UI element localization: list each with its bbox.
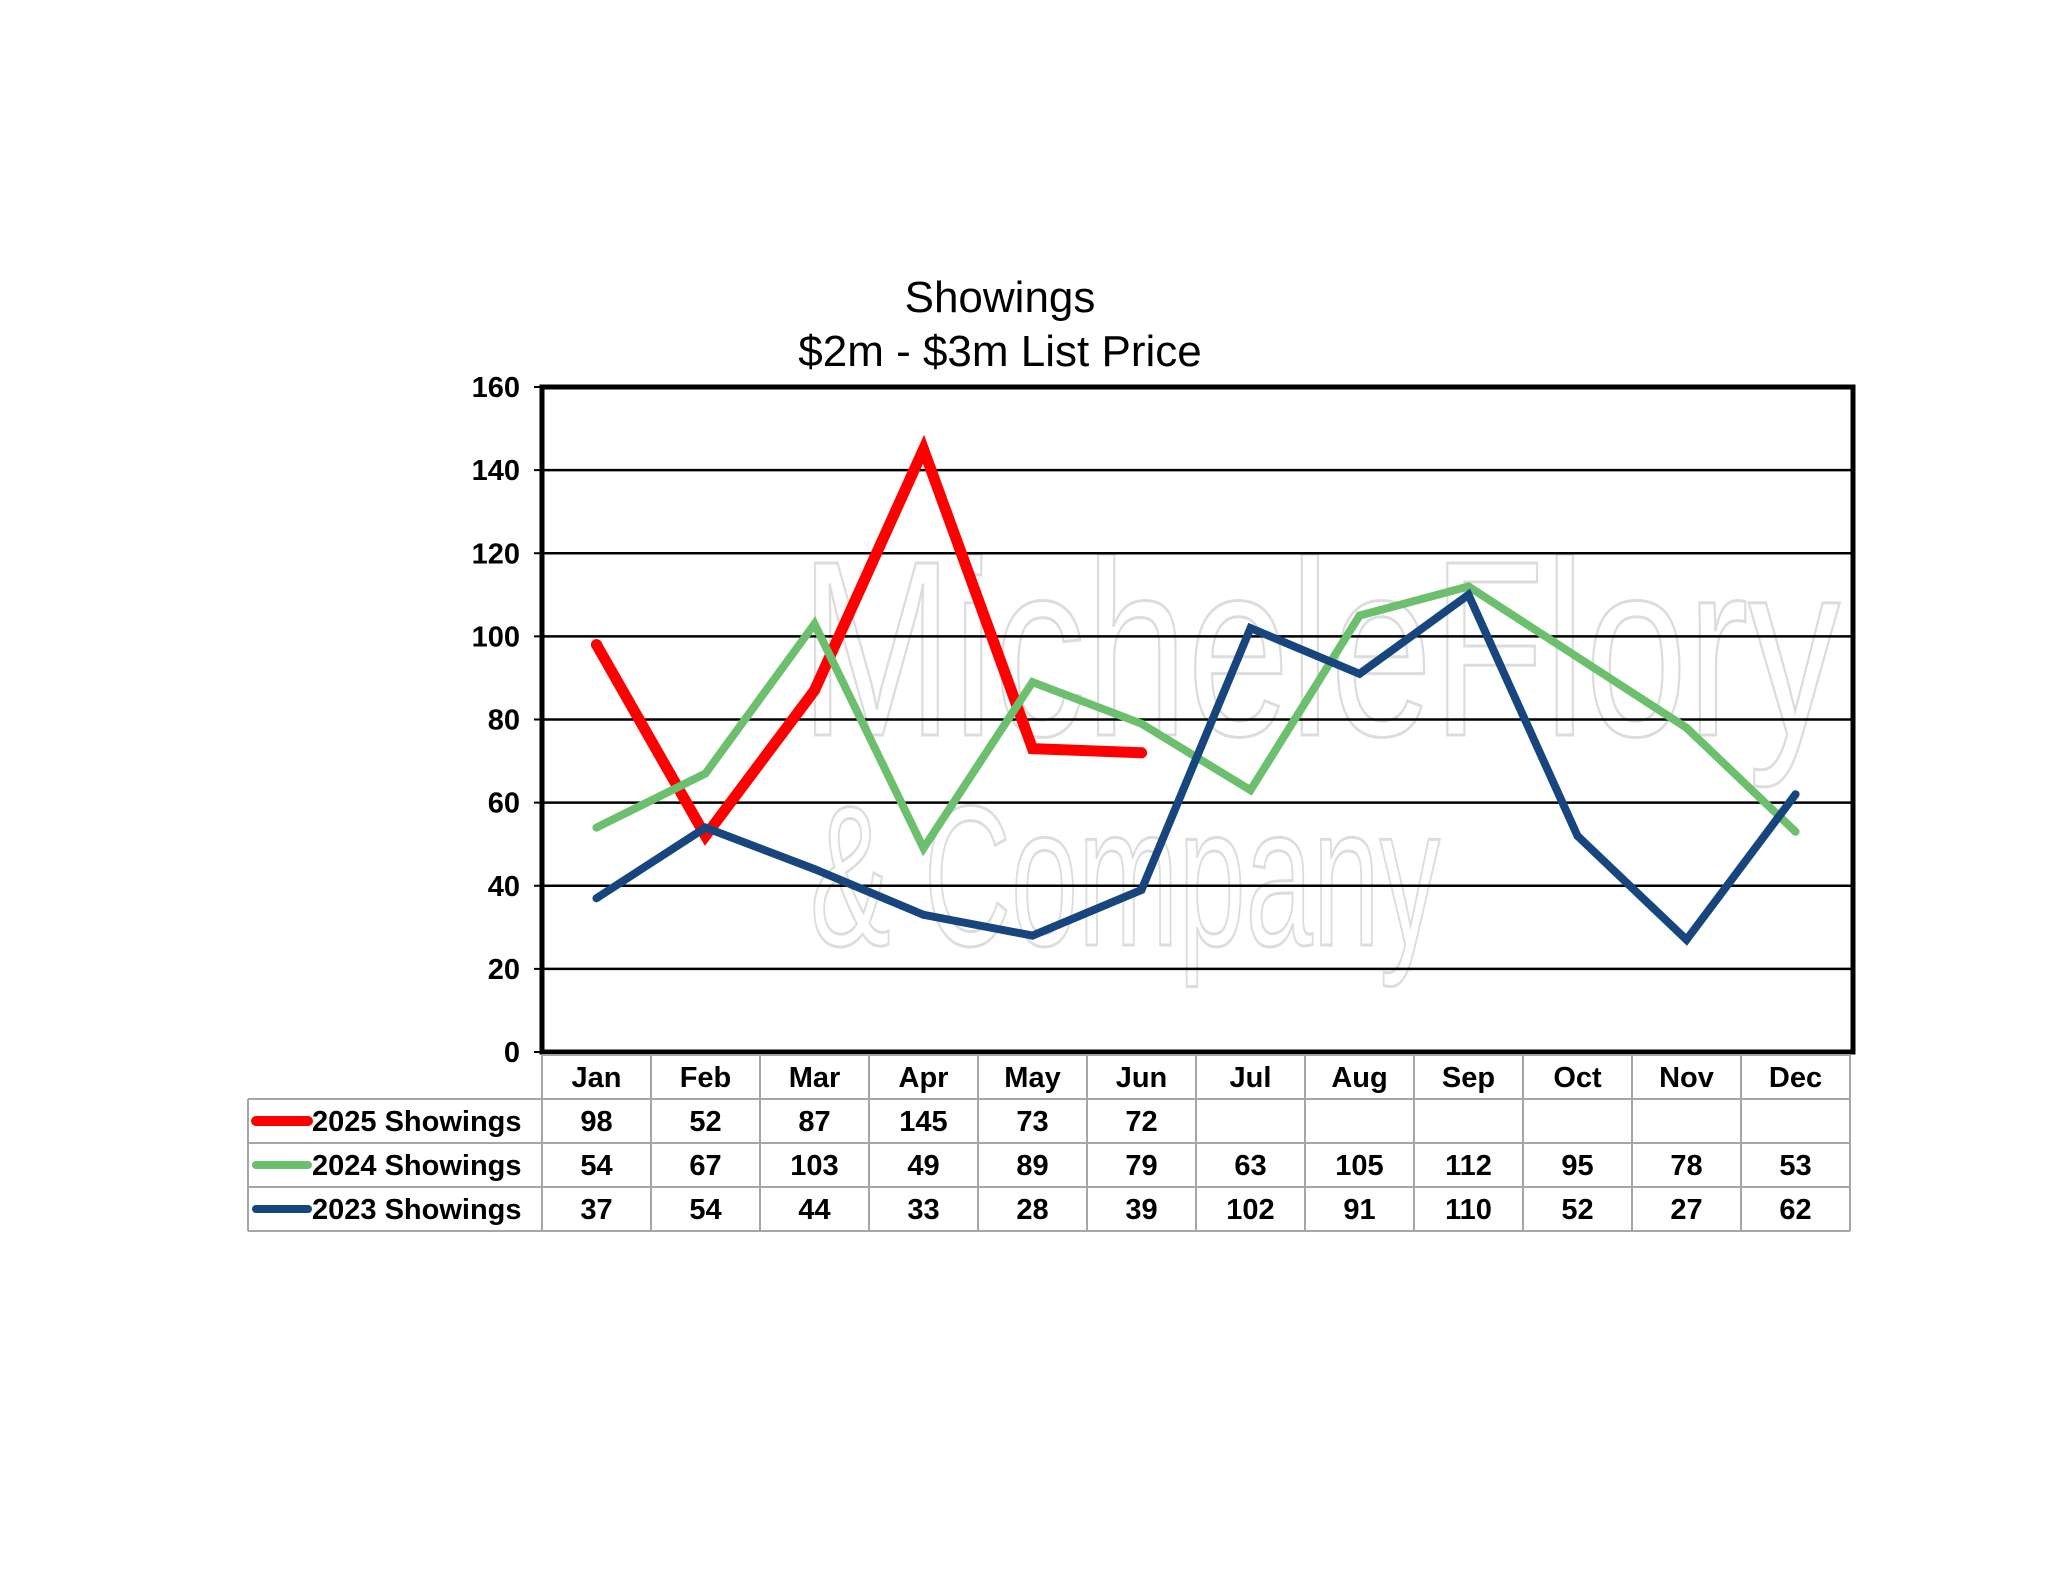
x-tick-label: Feb <box>680 1062 732 1094</box>
table-cell: 78 <box>1670 1150 1702 1182</box>
data-point-2023-showings <box>1246 624 1255 633</box>
legend-label: 2024 Showings <box>312 1150 522 1182</box>
data-point-2024-showings <box>919 844 928 853</box>
table-cell: 44 <box>798 1194 830 1226</box>
y-tick-label: 100 <box>472 621 520 653</box>
data-point-2024-showings <box>1464 582 1473 591</box>
x-tick-label: Jan <box>572 1062 622 1094</box>
table-cell: 89 <box>1016 1150 1048 1182</box>
data-point-2023-showings <box>1137 885 1146 894</box>
x-tick-label: Sep <box>1442 1062 1495 1094</box>
table-cell: 72 <box>1125 1106 1157 1138</box>
data-point-2023-showings <box>1682 935 1691 944</box>
table-cell: 105 <box>1335 1150 1383 1182</box>
data-point-2025-showings <box>918 443 929 455</box>
data-point-2025-showings <box>809 684 820 696</box>
data-point-2024-showings <box>1028 678 1037 687</box>
table-cell: 98 <box>580 1106 612 1138</box>
data-point-2023-showings <box>1028 931 1037 940</box>
data-point-2023-showings <box>919 910 928 919</box>
y-tick-label: 60 <box>488 788 520 820</box>
table-cell: 112 <box>1445 1150 1492 1182</box>
table-cell: 28 <box>1016 1194 1048 1226</box>
chart-title: Showings <box>905 273 1096 322</box>
table-cell: 39 <box>1125 1194 1157 1226</box>
y-tick-label: 20 <box>488 954 520 986</box>
data-point-2023-showings <box>1573 831 1582 840</box>
data-point-2024-showings <box>1137 719 1146 728</box>
y-axis: 0 20 40 60 80 100 120 140 160 <box>472 372 542 1069</box>
table-cell: 52 <box>1561 1194 1593 1226</box>
data-point-2024-showings <box>1355 611 1364 620</box>
x-tick-label: Jun <box>1116 1062 1168 1094</box>
table-cell: 37 <box>580 1194 612 1226</box>
table-cell: 54 <box>580 1150 612 1182</box>
x-tick-label: May <box>1004 1062 1060 1094</box>
table-cell: 54 <box>689 1194 721 1226</box>
table-cell: 53 <box>1779 1150 1811 1182</box>
y-tick-label: 120 <box>472 538 520 570</box>
table-cell: 91 <box>1343 1194 1375 1226</box>
table-cell: 110 <box>1445 1194 1492 1226</box>
data-point-2025-showings <box>1027 743 1038 755</box>
data-point-2023-showings <box>1791 790 1800 799</box>
table-cell: 79 <box>1125 1150 1157 1182</box>
table-cell: 67 <box>689 1150 721 1182</box>
data-point-2024-showings <box>810 619 819 628</box>
table-cell: 103 <box>790 1150 838 1182</box>
table-cell: 62 <box>1779 1194 1811 1226</box>
x-tick-label: Jul <box>1230 1062 1272 1094</box>
watermark: MicheleFlory & Company <box>799 508 1842 990</box>
x-tick-label: Nov <box>1659 1062 1714 1094</box>
series-line-2023-showings <box>592 588 1800 946</box>
x-tick-label: Aug <box>1331 1062 1387 1094</box>
x-tick-label: Dec <box>1769 1062 1822 1094</box>
plot-frame <box>539 384 1856 1055</box>
data-point-2023-showings <box>810 865 819 874</box>
table-cell: 73 <box>1016 1106 1048 1138</box>
data-point-2023-showings <box>1355 669 1364 678</box>
y-tick-label: 160 <box>472 372 520 404</box>
watermark-line2: & Company <box>810 765 1440 988</box>
x-tick-label: Mar <box>789 1062 841 1094</box>
data-point-2024-showings <box>701 769 710 778</box>
table-cell: 87 <box>798 1106 830 1138</box>
data-table: Jan Feb Mar Apr May Jun Jul Aug Sep Oct Nov Dec 2025… <box>247 1054 1851 1232</box>
y-tick-label: 40 <box>488 871 520 903</box>
data-point-2023-showings <box>592 894 601 903</box>
data-point-2024-showings <box>1682 723 1691 732</box>
table-cell: 63 <box>1234 1150 1266 1182</box>
data-point-2024-showings <box>1573 653 1582 662</box>
data-point-2023-showings <box>1464 590 1473 599</box>
x-tick-label: Apr <box>899 1062 949 1094</box>
x-tick-label: Oct <box>1553 1062 1602 1094</box>
data-point-2025-showings <box>591 639 602 651</box>
series-line-2025-showings <box>591 434 1147 846</box>
series-lines <box>591 434 1800 946</box>
table-cell: 49 <box>907 1150 939 1182</box>
gridlines <box>542 468 1853 971</box>
y-tick-label: 0 <box>504 1037 520 1069</box>
legend-label: 2023 Showings <box>312 1194 522 1226</box>
table-cell: 33 <box>907 1194 939 1226</box>
legend-label: 2025 Showings <box>312 1106 522 1138</box>
data-point-2025-showings <box>1136 747 1147 759</box>
table-cell: 52 <box>689 1106 721 1138</box>
data-point-2023-showings <box>701 823 710 832</box>
table-cell: 102 <box>1226 1194 1274 1226</box>
y-tick-label: 80 <box>488 705 520 737</box>
data-point-2024-showings <box>592 823 601 832</box>
data-point-2024-showings <box>1246 786 1255 795</box>
table-cell: 145 <box>899 1106 947 1138</box>
y-tick-label: 140 <box>472 455 520 487</box>
table-cell: 27 <box>1670 1194 1702 1226</box>
table-cell: 95 <box>1561 1150 1593 1182</box>
data-point-2024-showings <box>1791 827 1800 836</box>
chart-subtitle: $2m - $3m List Price <box>798 327 1201 376</box>
